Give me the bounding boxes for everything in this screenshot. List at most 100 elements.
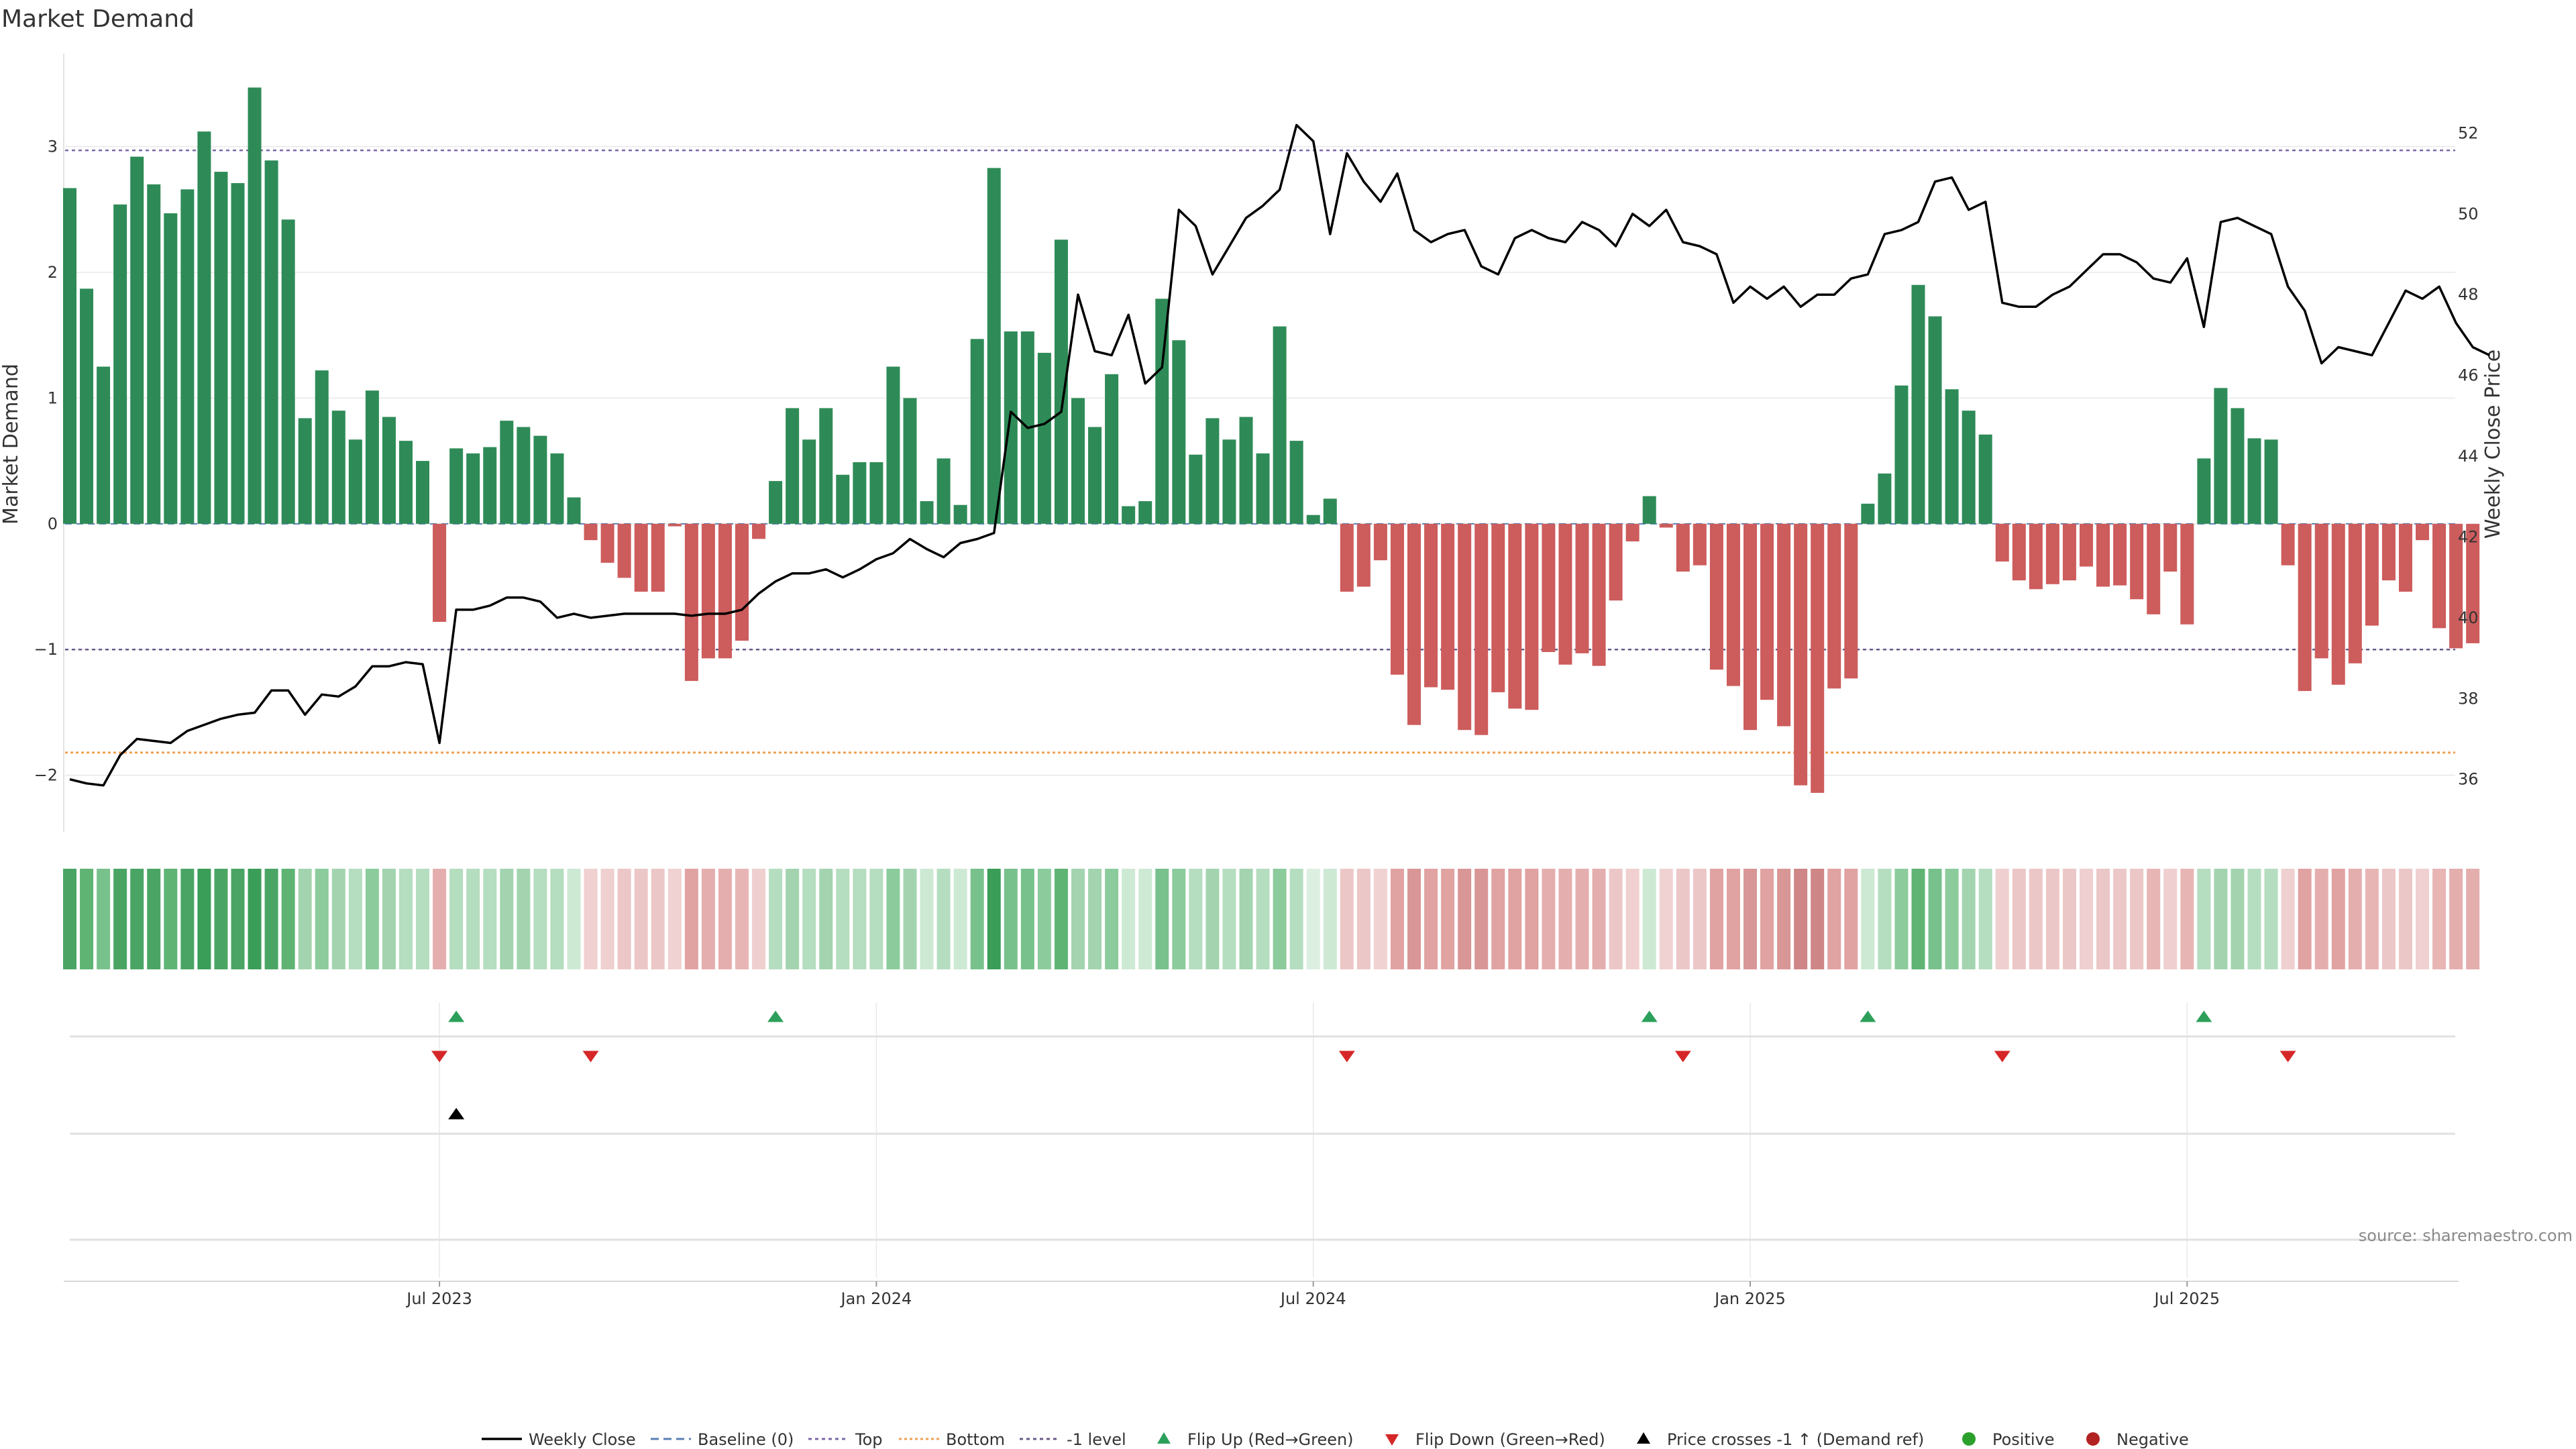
demand-bar [2281, 523, 2295, 566]
strip-cell [2163, 869, 2178, 969]
strip-cell [1474, 869, 1489, 969]
y-tick-left: 0 [48, 515, 58, 533]
demand-bar [2197, 458, 2211, 524]
demand-bar [1004, 331, 1018, 524]
demand-bar [2180, 523, 2194, 625]
y-tick-right: 38 [2458, 689, 2479, 708]
demand-bar [416, 461, 430, 524]
strip-cell [1306, 869, 1320, 969]
demand-bar [1928, 316, 1942, 524]
strip-cell [1323, 869, 1337, 969]
demand-bar [2381, 523, 2396, 581]
demand-bar [1911, 284, 1925, 524]
demand-bar [113, 204, 127, 524]
strip-cell [1827, 869, 1841, 969]
legend-label: Flip Down (Green→Red) [1415, 1430, 1605, 1449]
strip-cell [1189, 869, 1203, 969]
demand-bar [1390, 523, 1404, 675]
strip-cell [2398, 869, 2412, 969]
demand-bar [1861, 503, 1875, 524]
demand-bar [80, 288, 94, 524]
strip-cell [348, 869, 362, 969]
demand-bar [1962, 411, 1976, 524]
strip-cell [231, 869, 245, 969]
strip-cell [617, 869, 631, 969]
strip-cell [1945, 869, 1959, 969]
flip-up-marker [1641, 1010, 1658, 1022]
demand-bar [1340, 523, 1354, 592]
strip-cell [298, 869, 312, 969]
strip-cell [1844, 869, 1858, 969]
legend: Weekly Close Baseline (0) Top Bottom -1 leve… [482, 1430, 2189, 1449]
strip-cell [180, 869, 195, 969]
strip-cell [2130, 869, 2144, 969]
demand-bar [2130, 523, 2144, 600]
strip-cell [1356, 869, 1371, 969]
strip-cell [684, 869, 698, 969]
demand-bar [2096, 523, 2110, 587]
strip-cell [903, 869, 917, 969]
legend-label: -1 level [1067, 1430, 1126, 1449]
strip-cell [2416, 869, 2429, 969]
demand-bar [1811, 523, 1825, 793]
legend-swatch-price-cross [1637, 1432, 1650, 1444]
strip-cell [550, 869, 564, 969]
demand-bar [786, 408, 800, 524]
demand-bar [2348, 523, 2362, 663]
demand-bar [1071, 398, 1085, 524]
strip-cell [2466, 869, 2480, 969]
demand-bar [802, 439, 816, 524]
legend-label: Negative [2116, 1430, 2189, 1449]
strip-cell [1037, 869, 1051, 969]
strip-cell [1424, 869, 1438, 969]
strip-cell [1105, 869, 1119, 969]
y-tick-left: 2 [48, 263, 58, 282]
strip-cell [819, 869, 833, 969]
demand-bar [315, 370, 329, 524]
demand-bar [1054, 239, 1068, 524]
strip-cell [483, 869, 497, 969]
strip-cell [1256, 869, 1270, 969]
strip-cell [1726, 869, 1740, 969]
strip-cell [2096, 869, 2110, 969]
demand-bar [2147, 523, 2161, 614]
strip-cell [1760, 869, 1774, 969]
flip-down-marker [431, 1051, 448, 1063]
demand-bar [1726, 523, 1740, 686]
weekly-close-line [69, 123, 2490, 787]
demand-bar [1138, 501, 1152, 524]
strip-cell [1172, 869, 1186, 969]
strip-cell [752, 869, 766, 969]
demand-bar [1709, 523, 1723, 670]
strip-cell [1222, 869, 1236, 969]
y-tick-right: 52 [2458, 123, 2479, 142]
strip-cell [1054, 869, 1068, 969]
demand-bar [920, 501, 934, 524]
x-tick-label: Jul 2023 [405, 1289, 472, 1308]
strip-cell [433, 869, 447, 969]
legend-swatch-flip-up [1157, 1432, 1171, 1444]
y-tick-left: 3 [48, 138, 58, 156]
demand-bar [2264, 439, 2278, 524]
strip-cell [1592, 869, 1606, 969]
demand-bar [483, 447, 497, 524]
demand-bar [2432, 523, 2447, 629]
source-note: source: sharemaestro.com [2359, 1226, 2573, 1245]
strip-cell [1894, 869, 1909, 969]
demand-bar [987, 168, 1001, 524]
strip-cell [1407, 869, 1421, 969]
demand-bar [1474, 523, 1489, 735]
strip-cell [769, 869, 783, 969]
y-tick-right: 48 [2458, 285, 2479, 304]
strip-cell [1542, 869, 1556, 969]
demand-bar [2247, 438, 2261, 524]
strip-cell [1928, 869, 1942, 969]
price-series [69, 123, 2490, 787]
demand-bar [248, 87, 262, 524]
strip-cell [214, 869, 228, 969]
demand-bar [500, 421, 514, 524]
strip-cell [1390, 869, 1404, 969]
strip-cell [1978, 869, 1992, 969]
strip-cell [2012, 869, 2026, 969]
